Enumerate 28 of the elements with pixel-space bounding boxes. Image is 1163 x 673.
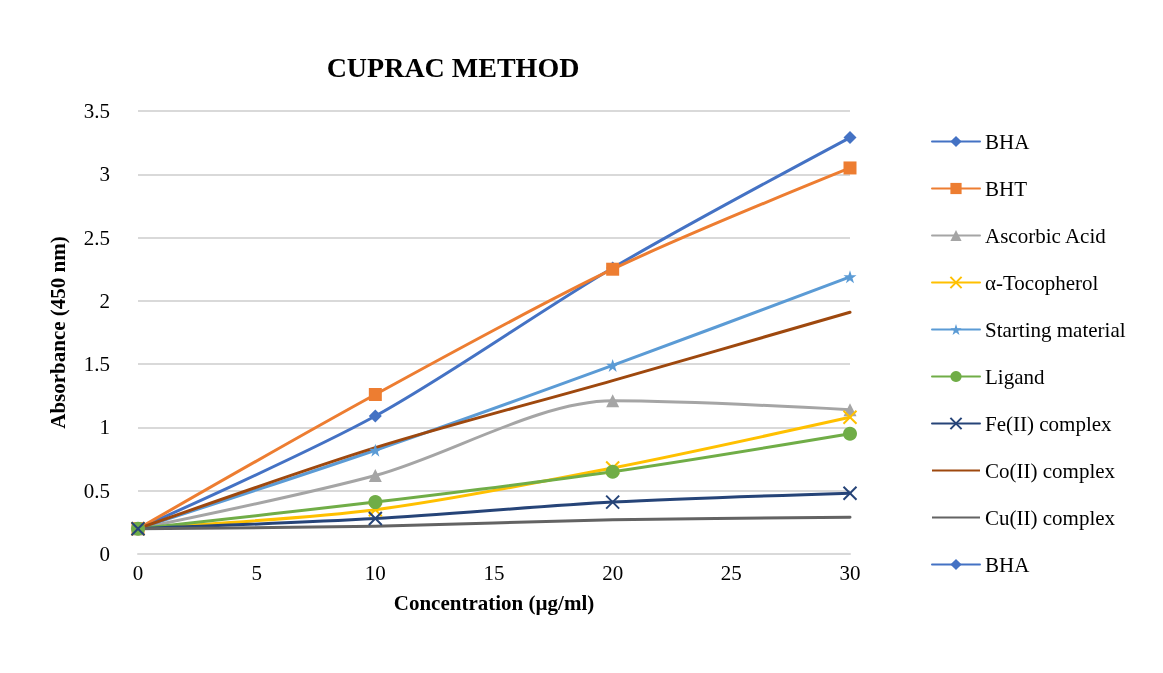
legend-label: BHT — [985, 176, 1028, 201]
x-tick-label: 25 — [720, 560, 742, 585]
x-axis-title: Concentration (µg/ml) — [393, 590, 595, 615]
legend-label: Co(II) complex — [985, 458, 1116, 483]
legend-label: Starting material — [985, 317, 1126, 342]
y-tick-label: 0 — [99, 542, 110, 566]
y-tick-label: 0.5 — [83, 478, 110, 503]
legend-label: Fe(II) complex — [985, 411, 1113, 436]
y-axis-title: Absorbance (450 nm) — [45, 236, 70, 429]
y-tick-label: 3 — [99, 162, 110, 187]
legend-label: α-Tocopherol — [985, 270, 1099, 295]
x-tick-label: 5 — [251, 560, 262, 585]
x-tick-label: 15 — [483, 560, 505, 585]
legend-label: BHA — [985, 552, 1031, 577]
chart-title: CUPRAC METHOD — [326, 51, 580, 83]
x-tick-label: 20 — [602, 560, 624, 585]
legend-label: BHA — [985, 129, 1031, 154]
legend-label: Cu(II) complex — [985, 505, 1116, 530]
x-tick-label: 0 — [132, 560, 144, 585]
y-tick-label: 3.5 — [83, 99, 110, 123]
x-tick-label: 30 — [839, 560, 861, 585]
legend-label: Ligand — [985, 364, 1045, 389]
x-tick-label: 10 — [364, 560, 386, 585]
legend-label: Ascorbic Acid — [985, 223, 1107, 248]
y-tick-label: 1.5 — [83, 352, 110, 377]
y-tick-label: 1 — [99, 415, 110, 440]
y-tick-label: 2 — [99, 288, 110, 313]
y-tick-label: 2.5 — [83, 225, 110, 250]
